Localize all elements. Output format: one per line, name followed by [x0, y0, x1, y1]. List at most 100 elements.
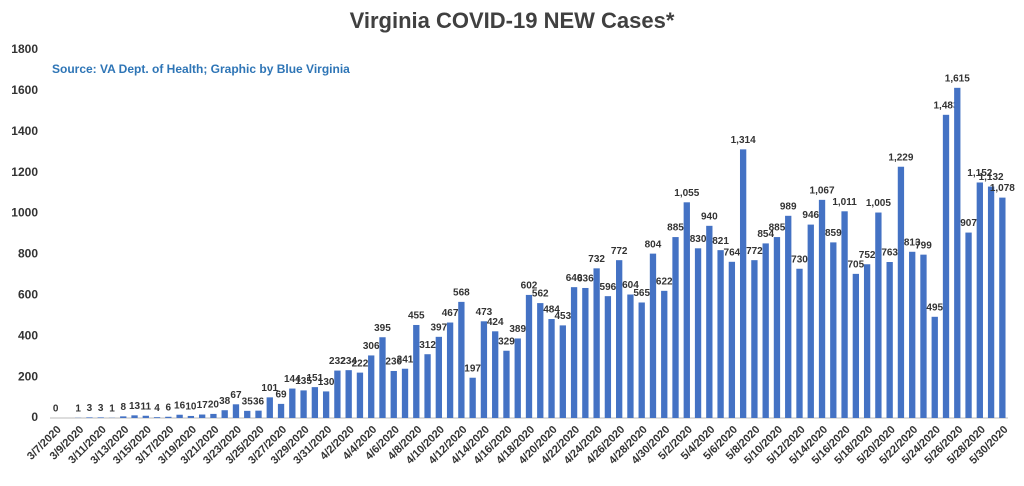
data-label: 1,078 — [990, 183, 1015, 194]
data-label: 455 — [408, 311, 425, 322]
bar — [503, 350, 510, 418]
bar — [153, 417, 161, 418]
bar — [232, 404, 240, 418]
bar — [176, 414, 183, 418]
data-label: 241 — [397, 354, 414, 365]
data-label: 732 — [588, 254, 605, 265]
data-label: 473 — [476, 307, 493, 318]
bar — [210, 413, 217, 418]
data-label: 467 — [442, 308, 459, 319]
data-label: 1,011 — [832, 197, 857, 208]
bar — [334, 370, 341, 418]
bar — [255, 410, 262, 418]
data-label: 772 — [746, 246, 763, 257]
data-label: 859 — [825, 228, 842, 239]
bar — [311, 387, 319, 418]
bar — [221, 410, 228, 418]
bar — [751, 260, 758, 418]
data-label: 602 — [521, 281, 538, 292]
bar — [492, 331, 499, 418]
data-label: 230 — [385, 357, 402, 368]
data-label: 10 — [185, 402, 197, 413]
data-label: 101 — [261, 383, 278, 394]
bar — [830, 242, 837, 418]
data-label: 38 — [219, 396, 231, 407]
bar — [739, 149, 747, 419]
data-label: 1,152 — [967, 168, 992, 179]
data-label: 312 — [419, 340, 436, 351]
bar — [706, 225, 713, 418]
data-label: 1,132 — [979, 172, 1004, 183]
bar — [863, 264, 871, 418]
bar — [187, 415, 195, 418]
bar — [987, 186, 995, 418]
data-label: 3 — [87, 403, 93, 414]
data-label: 804 — [645, 239, 662, 250]
bar — [582, 287, 589, 418]
bar — [131, 415, 138, 418]
data-label: 596 — [600, 282, 617, 293]
bar — [638, 302, 645, 418]
bar — [909, 251, 916, 418]
bar — [570, 287, 578, 418]
bar — [649, 253, 657, 418]
data-label: 940 — [701, 211, 718, 222]
data-label: 1,005 — [866, 198, 891, 209]
bar — [142, 415, 149, 418]
data-label: 395 — [374, 323, 391, 334]
bar — [277, 403, 285, 418]
data-label: 636 — [577, 274, 594, 285]
data-label: 151 — [307, 373, 324, 384]
bar — [480, 321, 488, 418]
bar — [266, 397, 273, 418]
bar — [627, 294, 634, 418]
bar — [954, 87, 961, 419]
bar — [593, 268, 600, 418]
y-tick-label: 1400 — [11, 124, 38, 138]
data-label: 565 — [633, 288, 650, 299]
bar — [999, 197, 1006, 418]
y-tick-label: 800 — [18, 247, 38, 261]
bar — [717, 250, 724, 418]
y-tick-label: 1200 — [11, 165, 38, 179]
bar — [942, 114, 950, 418]
bar — [390, 370, 397, 418]
data-label: 222 — [352, 358, 369, 369]
data-label: 763 — [881, 248, 898, 259]
data-label: 35 — [242, 396, 254, 407]
data-label: 495 — [926, 302, 943, 313]
data-label: 821 — [712, 236, 729, 247]
bar — [897, 166, 905, 418]
bar — [548, 319, 555, 418]
bar — [537, 303, 544, 418]
bar — [244, 410, 251, 418]
data-label: 130 — [318, 377, 335, 388]
data-label: 17 — [197, 400, 209, 411]
data-label: 0 — [53, 404, 59, 415]
bar — [694, 248, 702, 418]
data-label: 1,615 — [945, 73, 970, 84]
data-label: 568 — [453, 288, 470, 299]
data-label: 69 — [275, 390, 287, 401]
data-label: 640 — [566, 273, 583, 284]
y-tick-label: 400 — [18, 328, 38, 342]
bar — [86, 417, 93, 418]
chart-subtitle: Source: VA Dept. of Health; Graphic by B… — [52, 62, 350, 76]
y-tick-label: 0 — [31, 410, 38, 424]
bar — [920, 254, 927, 418]
bar — [683, 202, 690, 418]
data-label: 329 — [498, 336, 515, 347]
data-label: 8 — [120, 402, 126, 413]
bar — [514, 338, 521, 418]
data-label: 1 — [109, 403, 115, 414]
data-label: 885 — [667, 223, 684, 234]
bar — [559, 325, 566, 418]
bar — [807, 224, 814, 418]
data-label: 232 — [329, 356, 346, 367]
data-label: 730 — [791, 254, 808, 265]
bar — [300, 390, 307, 418]
bar — [852, 273, 860, 418]
bar — [976, 182, 983, 418]
data-label: 397 — [430, 322, 447, 333]
